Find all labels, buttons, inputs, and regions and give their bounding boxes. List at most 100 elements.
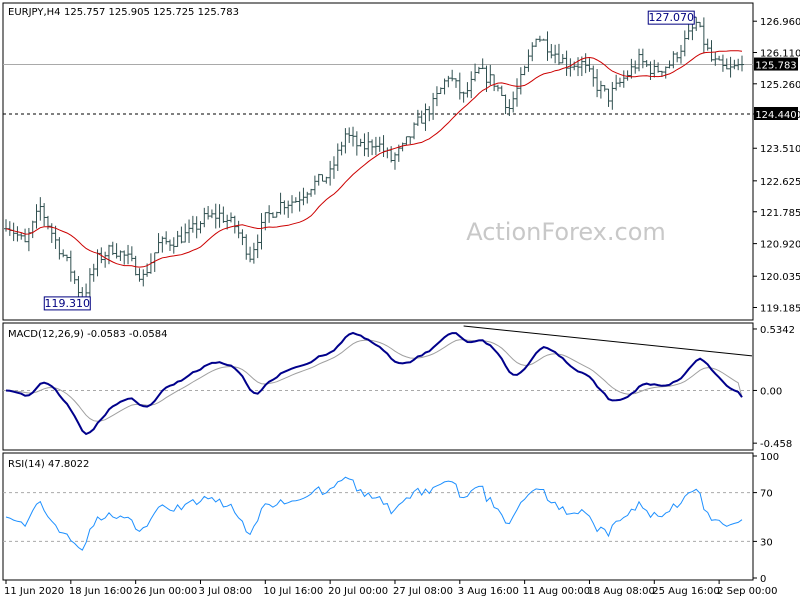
price-bar	[370, 139, 375, 156]
price-bar	[217, 204, 222, 228]
price-bar	[404, 136, 409, 146]
price-bar	[431, 92, 436, 120]
price-bar	[568, 58, 573, 77]
price-bar	[221, 206, 226, 223]
price-bar	[499, 85, 504, 97]
price-bar	[434, 86, 439, 107]
current-price-badge-box	[754, 57, 798, 71]
price-bar	[675, 51, 680, 63]
price-bar	[408, 136, 413, 145]
price-bar	[270, 212, 275, 219]
price-bar	[309, 188, 314, 197]
price-bar	[522, 65, 527, 76]
price-bar	[720, 54, 725, 72]
price-bar	[49, 223, 54, 243]
price-bar	[644, 60, 649, 67]
price-bar	[446, 75, 451, 88]
price-bar	[419, 110, 424, 124]
price-tick-label: 126.960	[760, 17, 800, 28]
price-bar	[663, 66, 668, 79]
price-bar	[534, 38, 539, 47]
time-tick-label: 11 Aug 00:00	[523, 586, 590, 597]
price-bar	[328, 160, 333, 186]
price-bar	[423, 103, 428, 131]
time-tick-label: 26 Jun 00:00	[134, 586, 198, 597]
time-tick-label: 20 Jul 00:00	[328, 586, 388, 597]
high-label: 127.070	[647, 10, 695, 25]
price-bar	[358, 138, 363, 147]
price-bar	[286, 200, 291, 218]
price-bar	[259, 213, 264, 250]
current-price-badge: 125.783	[754, 57, 798, 72]
price-bar	[480, 58, 485, 70]
price-tick-label: 121.785	[760, 208, 800, 219]
price-bar	[301, 187, 306, 206]
price-bar	[713, 51, 718, 66]
price-bar	[473, 63, 478, 82]
price-bar	[740, 55, 744, 72]
price-bar	[465, 82, 470, 98]
price-tick-label: 123.510	[760, 144, 800, 155]
price-bar	[503, 94, 508, 115]
price-bar	[461, 91, 466, 103]
price-bar	[15, 226, 20, 242]
price-bar	[167, 239, 172, 251]
price-bar	[518, 67, 523, 95]
price-bar	[595, 69, 600, 98]
price-bar	[362, 133, 367, 157]
price-bar	[19, 232, 24, 240]
rsi-panel-frame	[2, 452, 754, 581]
price-bar	[450, 69, 455, 82]
price-bar	[198, 221, 203, 234]
rsi-label: RSI(14) 47.8022	[8, 459, 89, 470]
price-bar	[164, 231, 169, 245]
price-panel-frame	[2, 2, 754, 321]
macd-trendline	[463, 325, 753, 357]
price-bar	[736, 58, 741, 71]
price-bar	[614, 74, 619, 91]
time-tick-label: 3 Jul 08:00	[198, 586, 252, 597]
price-bar	[412, 122, 417, 140]
price-bar	[579, 56, 584, 77]
price-bar	[76, 275, 81, 297]
macd-panel-frame	[2, 322, 754, 451]
price-bar	[65, 254, 70, 262]
price-bar	[194, 216, 199, 239]
price-bar	[495, 84, 500, 92]
price-bar	[175, 230, 180, 247]
price-bar	[34, 204, 39, 229]
price-bar	[633, 60, 638, 74]
macd-tick-label: 0.00	[760, 386, 782, 397]
price-bar	[118, 250, 123, 261]
price-bar	[202, 207, 207, 228]
price-bar	[694, 17, 699, 31]
chart-title: EURJPY,H4	[8, 7, 61, 18]
price-bar	[492, 74, 497, 92]
price-bar	[343, 128, 348, 154]
price-tick-label: 120.035	[760, 272, 800, 283]
time-tick-label: 18 Jun 16:00	[69, 586, 133, 597]
low-label-box	[43, 296, 91, 311]
high-label-text: 127.070	[648, 11, 694, 24]
price-bar	[278, 192, 283, 215]
price-bar	[373, 136, 378, 156]
price-bar	[556, 43, 561, 65]
price-bar	[488, 64, 493, 86]
price-bar	[442, 78, 447, 95]
price-bar	[728, 56, 733, 78]
price-bar	[297, 191, 302, 212]
price-bar	[209, 209, 214, 219]
price-bar	[347, 127, 352, 143]
price-bar	[717, 55, 722, 61]
support-price-badge: 124.440	[754, 106, 798, 121]
price-bar	[541, 38, 546, 41]
price-bar	[686, 23, 691, 40]
macd-signal-line	[6, 339, 743, 422]
price-bar	[72, 270, 77, 284]
price-bar	[469, 71, 474, 99]
price-bar	[476, 66, 481, 74]
low-label-text: 119.310	[45, 297, 91, 310]
price-bar	[335, 143, 340, 171]
